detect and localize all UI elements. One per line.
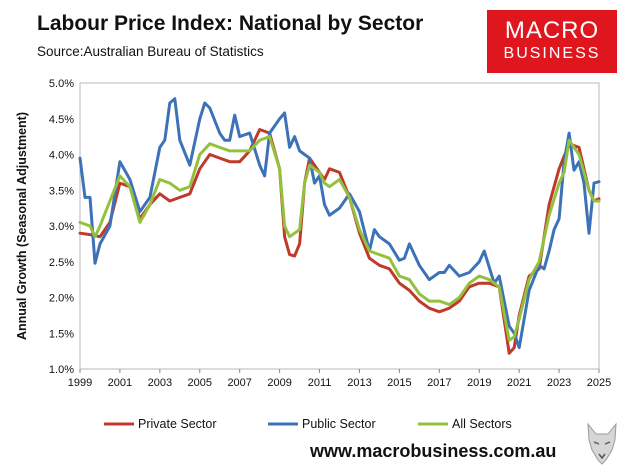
- macrobusiness-logo: MACRO BUSINESS: [487, 10, 617, 73]
- x-tick-label: 2021: [507, 377, 531, 389]
- logo-line-2: BUSINESS: [503, 45, 601, 62]
- y-tick-label: 3.5%: [49, 185, 74, 197]
- y-tick-label: 4.5%: [49, 114, 74, 126]
- legend-label: All Sectors: [452, 417, 512, 431]
- x-tick-label: 2001: [108, 377, 132, 389]
- legend-label: Private Sector: [138, 417, 217, 431]
- y-axis: 1.0% 1.5% 2.0% 2.5% 3.0% 3.5% 4.0% 4.5% 5.0%: [49, 78, 74, 376]
- x-tick-label: 2017: [427, 377, 451, 389]
- source-note: Source:Australian Bureau of Statistics: [37, 44, 264, 59]
- x-tick-label: 1999: [68, 377, 92, 389]
- x-tick-label: 2005: [188, 377, 212, 389]
- footer-url: www.macrobusiness.com.au: [310, 441, 557, 461]
- x-tick-label: 2003: [148, 377, 172, 389]
- y-tick-label: 3.0%: [49, 221, 74, 233]
- x-tick-label: 2023: [547, 377, 571, 389]
- x-tick-label: 2011: [308, 377, 332, 389]
- y-tick-label: 4.0%: [49, 150, 74, 162]
- series-line-all-sectors: [78, 135, 601, 342]
- plot-area: [79, 82, 600, 370]
- wolf-mascot-icon: [587, 422, 617, 465]
- x-tick-label: 2007: [227, 377, 251, 389]
- legend: Private Sector Public Sector All Sectors: [104, 417, 512, 431]
- logo-line-1: MACRO: [504, 17, 600, 44]
- x-tick-label: 2025: [587, 377, 611, 389]
- y-tick-label: 2.5%: [49, 257, 74, 269]
- x-axis: 1999 2001 2003 2005 2007 2009 2011 2013 2015 2017…: [68, 369, 611, 389]
- legend-item-private-sector: Private Sector: [104, 417, 217, 431]
- x-tick-label: 2009: [267, 377, 291, 389]
- x-tick-label: 2015: [387, 377, 411, 389]
- series-lines: [78, 97, 601, 355]
- legend-label: Public Sector: [302, 417, 376, 431]
- y-tick-label: 1.5%: [49, 328, 74, 340]
- x-tick-label: 2013: [347, 377, 371, 389]
- x-tick-label: 2019: [467, 377, 491, 389]
- y-axis-label: Annual Growth (Seasonal Adjustment): [15, 112, 29, 340]
- chart-title: Labour Price Index: National by Sector: [37, 12, 424, 35]
- series-line-private-sector: [78, 128, 601, 355]
- y-tick-label: 5.0%: [49, 78, 74, 90]
- y-tick-label: 1.0%: [49, 364, 74, 376]
- legend-item-all-sectors: All Sectors: [418, 417, 512, 431]
- series-line-public-sector: [78, 97, 601, 350]
- legend-item-public-sector: Public Sector: [268, 417, 376, 431]
- y-tick-label: 2.0%: [49, 293, 74, 305]
